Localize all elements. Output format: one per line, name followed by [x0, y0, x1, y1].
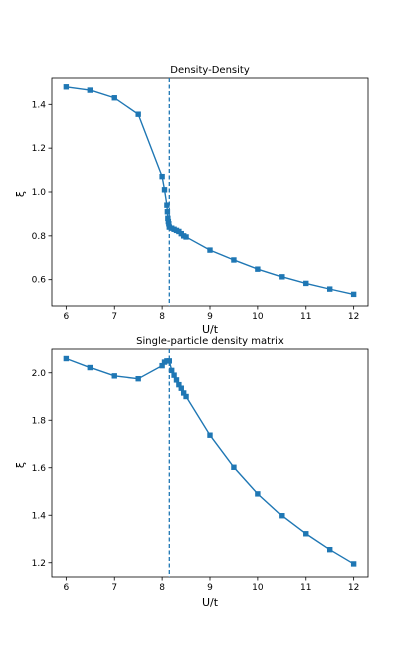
data-point [111, 373, 117, 379]
plot-area: 6 7 8 9 10 11 12 1.2 1.4 1.6 1.8 2.0 [32, 348, 369, 593]
data-point [183, 393, 189, 400]
x-tick-label: 8 [159, 312, 165, 322]
y-tick-label: 2.0 [32, 369, 47, 379]
data-point [164, 202, 170, 208]
x-tick-label: 9 [207, 583, 213, 593]
x-tick-label: 7 [111, 312, 117, 322]
data-point [279, 274, 285, 280]
data-point [159, 173, 165, 180]
y-tick-label: 1.2 [32, 559, 46, 569]
x-tick-label: 11 [300, 583, 311, 593]
y-tick-label: 1.4 [32, 100, 47, 110]
single-particle-panel: Single-particle density matrix U/t ξ 6 7 8… [14, 336, 369, 609]
x-tick-label: 11 [300, 312, 311, 322]
data-point [180, 390, 187, 396]
data-point [173, 377, 180, 383]
data-point [183, 234, 189, 240]
x-tick-label: 6 [63, 583, 69, 593]
data-point [111, 95, 117, 101]
x-tick-label: 10 [252, 583, 264, 593]
data-point [166, 221, 172, 227]
data-point [168, 367, 175, 374]
x-axis-label: U/t [202, 596, 219, 609]
density-density-panel: Density-Density U/t ξ 6 7 8 9 10 11 12 0.6 0.8 1.… [14, 65, 369, 336]
y-tick-label: 1.0 [32, 188, 47, 198]
data-point [135, 111, 141, 117]
data-point [279, 513, 285, 519]
data-point [87, 364, 94, 371]
y-tick-label: 0.6 [32, 276, 47, 286]
data-point [207, 247, 213, 253]
x-tick-label: 7 [111, 583, 117, 593]
x-tick-label: 12 [348, 583, 359, 593]
y-axis-label: ξ [14, 462, 27, 468]
data-point [165, 215, 171, 222]
data-point [164, 209, 171, 215]
y-tick-label: 0.8 [32, 232, 47, 242]
data-point [178, 385, 184, 391]
panel-title: Single-particle density matrix [136, 336, 284, 347]
x-tick-label: 9 [207, 312, 213, 322]
x-tick-label: 6 [63, 312, 69, 322]
data-point [171, 372, 177, 378]
plot-area: 6 7 8 9 10 11 12 0.6 0.8 1.0 1.2 1.4 [32, 77, 369, 322]
data-point [176, 381, 182, 388]
data-point [207, 432, 213, 438]
y-axis-label: ξ [14, 191, 27, 197]
y-tick-label: 1.8 [32, 416, 47, 426]
data-point [326, 546, 333, 553]
y-tick-label: 1.2 [32, 144, 46, 154]
data-point [87, 87, 94, 93]
data-point [159, 362, 165, 369]
data-point [161, 187, 168, 193]
panel-title: Density-Density [170, 65, 250, 76]
data-point [63, 355, 70, 362]
data-point [231, 464, 237, 470]
data-point [255, 266, 261, 272]
data-point [350, 561, 357, 567]
data-point [303, 531, 309, 537]
data-point [135, 375, 141, 382]
y-tick-label: 1.4 [32, 511, 47, 521]
x-tick-label: 8 [159, 583, 165, 593]
y-tick-label: 1.6 [32, 464, 47, 474]
data-point [231, 257, 237, 263]
data-point [166, 358, 173, 364]
data-point [63, 84, 70, 90]
x-tick-label: 10 [252, 312, 264, 322]
x-tick-label: 12 [348, 312, 359, 322]
data-point [326, 286, 333, 292]
data-point [303, 280, 309, 287]
x-axis-label: U/t [202, 323, 219, 336]
data-point [350, 291, 357, 298]
data-point [255, 491, 261, 497]
